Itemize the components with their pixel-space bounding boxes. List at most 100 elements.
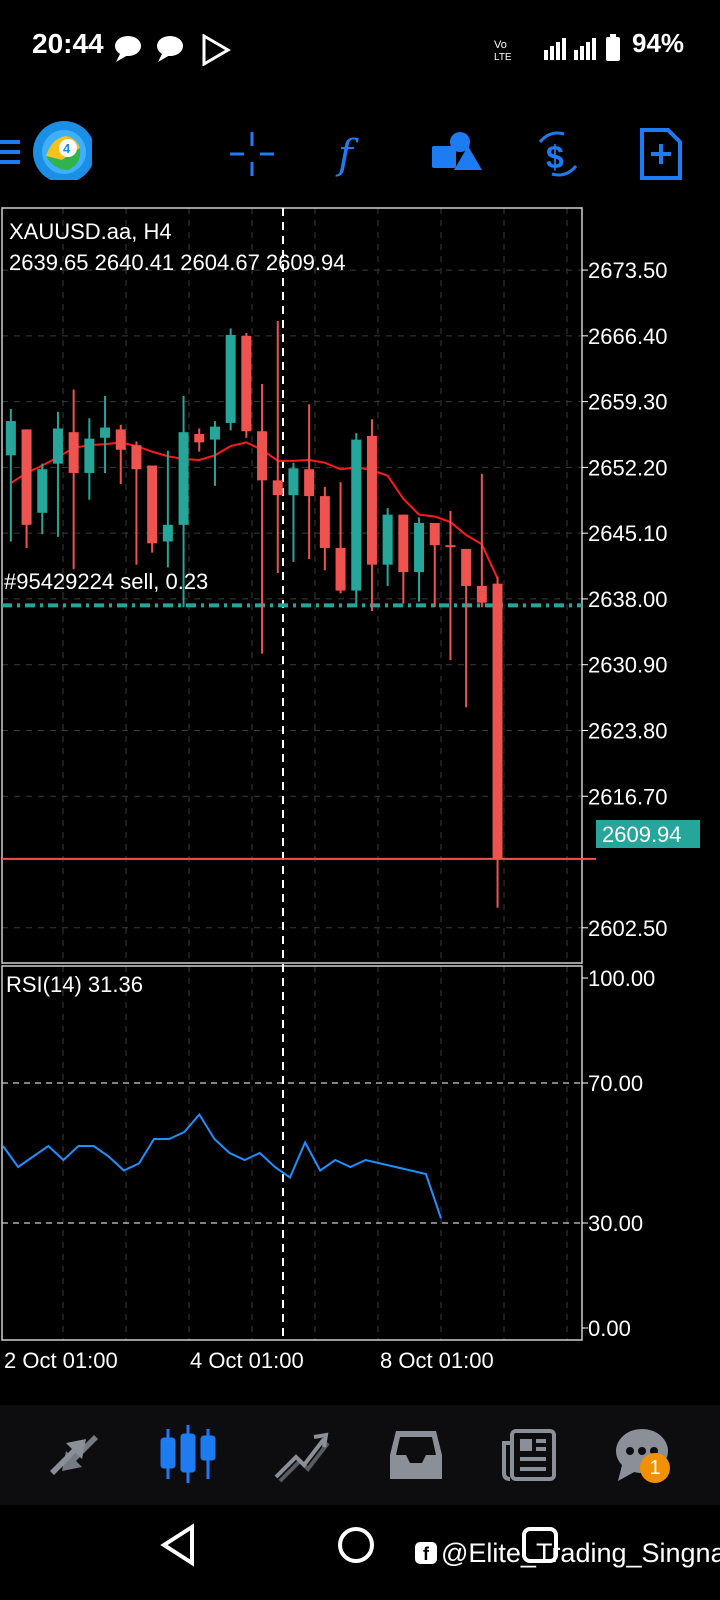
candle — [304, 404, 315, 560]
mt4-logo-icon[interactable]: 4 — [32, 120, 92, 180]
rsi-tick-label: 100.00 — [588, 966, 655, 991]
candle-body — [162, 524, 173, 542]
trade-chart-icon[interactable] — [270, 1423, 334, 1487]
chat-notification-icon — [115, 36, 141, 62]
rsi-tick-label: 30.00 — [588, 1211, 643, 1236]
candle-body — [335, 547, 346, 591]
candle — [5, 409, 16, 542]
candle — [147, 465, 158, 553]
time-axis: 2 Oct 01:00 4 Oct 01:00 8 Oct 01:00 — [4, 1348, 494, 1373]
candle-body — [209, 426, 220, 440]
history-icon[interactable] — [384, 1423, 448, 1487]
rsi-tick-label: 70.00 — [588, 1071, 643, 1096]
watermark: f @Elite_Trading_Singnal — [415, 1538, 720, 1569]
candle-body — [68, 432, 79, 473]
quotes-icon[interactable] — [42, 1423, 106, 1487]
candle-body — [241, 335, 252, 432]
news-icon[interactable] — [498, 1423, 562, 1487]
candle-body — [84, 438, 95, 473]
rsi-label: RSI(14) 31.36 — [6, 972, 143, 997]
back-icon[interactable] — [158, 1523, 198, 1567]
rsi-path — [2, 1112, 442, 1219]
candle-body — [351, 439, 362, 591]
candle-body — [115, 429, 126, 450]
candle — [21, 429, 32, 548]
candle — [366, 419, 377, 611]
candle-body — [398, 514, 409, 573]
candle-body — [461, 548, 472, 586]
candle — [84, 418, 95, 500]
price-tick-label: 2638.00 — [588, 587, 668, 612]
current-price-label: 2609.94 — [602, 822, 682, 847]
candle-body — [382, 514, 393, 565]
time-tick-label: 2 Oct 01:00 — [4, 1348, 118, 1373]
candle — [398, 514, 409, 604]
candle-body — [37, 469, 48, 513]
trade-icon[interactable]: $ — [528, 124, 588, 184]
candles — [5, 321, 503, 908]
play-store-icon — [202, 34, 231, 66]
candle-body — [492, 583, 503, 859]
price-chart[interactable]: 2673.50 2666.40 2659.30 2652.20 2645.10 2638.… — [0, 200, 720, 1400]
candle-body — [131, 445, 142, 470]
recents-icon[interactable] — [520, 1525, 560, 1565]
candle — [178, 396, 189, 608]
candle — [429, 522, 440, 608]
svg-text:f: f — [335, 132, 359, 178]
candle-body — [225, 334, 236, 423]
candle — [382, 508, 393, 586]
candle-body — [319, 496, 330, 548]
candle — [257, 384, 268, 654]
chart-frame — [1, 207, 596, 1341]
candle-body — [178, 432, 189, 525]
crosshair-icon[interactable] — [222, 124, 282, 184]
candle — [476, 473, 487, 608]
candle — [194, 428, 205, 452]
current-price-tag — [596, 820, 700, 848]
signal-bars-icon — [544, 38, 596, 60]
candle — [115, 424, 126, 485]
candle-body — [304, 469, 315, 497]
chart-icon[interactable] — [156, 1423, 220, 1487]
candle-body — [414, 522, 425, 573]
objects-icon[interactable] — [426, 124, 486, 184]
price-tick-label: 2659.30 — [588, 390, 668, 415]
ma-path — [10, 441, 499, 579]
system-navigation — [0, 1505, 720, 1600]
price-tick-label: 2616.70 — [588, 784, 668, 809]
indicators-icon[interactable]: f — [324, 124, 384, 184]
candle-body — [445, 545, 456, 548]
battery-icon — [606, 34, 620, 61]
candle — [272, 321, 283, 573]
home-icon[interactable] — [336, 1525, 376, 1565]
candle — [492, 576, 503, 908]
candle — [461, 548, 472, 708]
time-tick-label: 4 Oct 01:00 — [190, 1348, 304, 1373]
notification-icons — [115, 34, 231, 66]
price-axis: 2673.50 2666.40 2659.30 2652.20 2645.10 2638.… — [582, 258, 668, 1341]
menu-icon[interactable] — [0, 140, 22, 166]
bottom-navigation: 1 — [0, 1405, 720, 1505]
price-tick-label: 2602.50 — [588, 916, 668, 941]
candle — [319, 486, 330, 571]
chat-badge: 1 — [640, 1453, 670, 1483]
candle — [209, 421, 220, 486]
candle — [241, 333, 252, 438]
signal-icons: Vo LTE — [494, 34, 620, 63]
new-order-icon[interactable] — [630, 124, 690, 184]
price-tick-label: 2673.50 — [588, 258, 668, 283]
candle — [131, 441, 142, 565]
candle-body — [257, 431, 268, 481]
symbol-title: XAUUSD.aa, H4 — [9, 219, 172, 244]
rsi-tick-label: 0.00 — [588, 1316, 631, 1341]
price-tick-label: 2666.40 — [588, 324, 668, 349]
svg-text:LTE: LTE — [494, 52, 512, 63]
candle — [335, 482, 346, 594]
candle-body — [429, 522, 440, 546]
price-tick-label: 2623.80 — [588, 718, 668, 743]
status-time: 20:44 — [32, 28, 104, 59]
candle — [162, 450, 173, 568]
price-tick-label: 2630.90 — [588, 653, 668, 678]
svg-text:$: $ — [546, 139, 564, 175]
candle — [100, 396, 111, 473]
